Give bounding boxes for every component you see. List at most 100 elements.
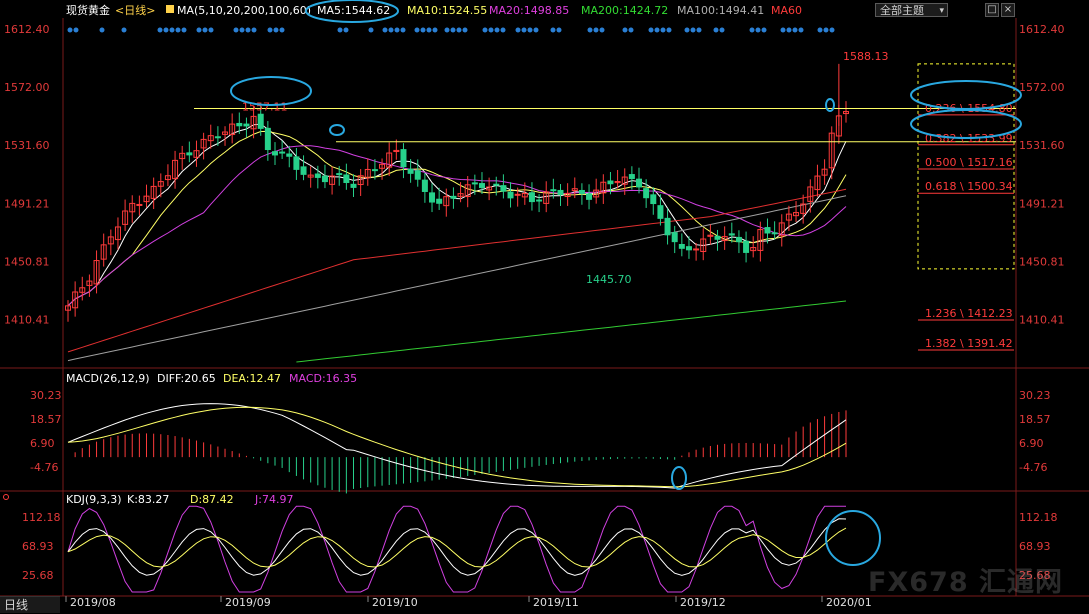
signal-dot (202, 27, 208, 33)
candle-body (778, 222, 785, 237)
candle-body (379, 163, 386, 169)
price-tick-left-0: 1612.40 (4, 23, 50, 36)
highlight-circles (230, 0, 1022, 566)
signal-dot-row (67, 27, 835, 33)
candle-body (707, 234, 714, 237)
date-label-1: 2019/09 (225, 596, 271, 609)
signal-dot (622, 27, 628, 33)
signal-dot (273, 27, 279, 33)
candle-body (814, 175, 821, 191)
candle-body (236, 122, 243, 127)
signal-dot (426, 27, 432, 33)
price-tick-right-5: 1410.41 (1019, 314, 1065, 327)
candle-body (421, 179, 428, 192)
candle-body (478, 183, 485, 189)
candle-body (193, 150, 200, 158)
candle-body (700, 238, 707, 252)
candle-body (307, 174, 314, 178)
candle-body (207, 135, 214, 142)
signal-dot (157, 27, 163, 33)
period-label: <日线> (115, 3, 155, 17)
candle-body (750, 247, 757, 252)
signal-dot (690, 27, 696, 33)
symbol-title: 现货黄金 (66, 3, 110, 17)
panel-frames (0, 18, 1089, 597)
signal-dot (382, 27, 388, 33)
candle-body (807, 186, 814, 202)
signal-dot (208, 27, 214, 33)
signal-dot (599, 27, 605, 33)
candle-body (735, 236, 742, 243)
kdj-chart (67, 505, 847, 593)
candle-body (122, 210, 129, 225)
signal-dot (817, 27, 823, 33)
indicator-dot-icon (3, 494, 9, 500)
annotation-high-1588: 1588.13 (843, 50, 889, 63)
signal-dot (175, 27, 181, 33)
signal-dot (761, 27, 767, 33)
candle-body (429, 192, 436, 203)
signal-dot (696, 27, 702, 33)
candle-body (229, 123, 236, 136)
candle-body (643, 188, 650, 199)
kdj-tick-right-2: 25.68 (1019, 569, 1051, 582)
candle-body (543, 191, 550, 204)
fib-label-4: 1.236 \ 1412.23 (925, 307, 1013, 320)
candle-body (507, 191, 514, 199)
candle-body (564, 192, 571, 198)
signal-dot (829, 27, 835, 33)
candle-body (414, 170, 421, 180)
fibonacci-box (917, 63, 1015, 270)
price-tick-right-4: 1450.81 (1019, 256, 1065, 269)
main-header: 现货黄金 <日线> MA(5,10,20,200,100,60) MA5:154… (66, 3, 802, 17)
signal-dot (420, 27, 426, 33)
candle-body (336, 173, 343, 176)
candle-body (636, 178, 643, 188)
signal-dot (556, 27, 562, 33)
kdj-k: K:83.27 (127, 493, 169, 506)
candle-body (150, 185, 157, 199)
signal-dot (684, 27, 690, 33)
restore-button[interactable]: □ (985, 3, 999, 17)
candle-body (143, 195, 150, 203)
price-tick-left-2: 1531.60 (4, 139, 50, 152)
kdj-tick-left-2: 25.68 (22, 569, 54, 582)
signal-dot (279, 27, 285, 33)
macd-dea-line (67, 406, 847, 488)
kdj-j-line (67, 505, 846, 593)
circle-touch-1533 (329, 124, 345, 136)
signal-dot (713, 27, 719, 33)
kdj-params: KDJ(9,3,3) (66, 493, 122, 506)
signal-dot (792, 27, 798, 33)
circle-ma5-header (305, 0, 399, 23)
candle-body (693, 248, 700, 251)
candle-body (314, 173, 321, 178)
macd-tick-right-0: 30.23 (1019, 389, 1051, 402)
candle-body (343, 174, 350, 184)
candle-body (222, 131, 229, 135)
candle-body (257, 113, 264, 129)
fib-label-2: 0.500 \ 1517.16 (925, 156, 1013, 169)
macd-tick-right-3: -4.76 (1019, 461, 1047, 474)
date-label-0: 2019/08 (70, 596, 116, 609)
theme-select[interactable]: 全部主题 ▾ (875, 3, 948, 17)
chevron-down-icon: ▾ (939, 6, 944, 16)
candle-body (407, 168, 414, 174)
period-tab-daily[interactable]: 日线 (0, 596, 60, 613)
macd-tick-right-2: 6.90 (1019, 437, 1044, 450)
ma10-line (67, 130, 847, 307)
candle-body (664, 217, 671, 236)
macd-axis: 30.23 30.23 18.57 18.57 6.90 6.90 -4.76 -4.76 (30, 389, 1051, 474)
ma60-line (67, 188, 847, 353)
signal-dot (654, 27, 660, 33)
kdj-tick-left-0: 112.18 (22, 511, 61, 524)
signal-dot (798, 27, 804, 33)
candle-body (650, 194, 657, 205)
close-button[interactable]: × (1001, 3, 1015, 17)
candle-body (357, 175, 364, 186)
macd-diff: DIFF:20.65 (157, 372, 216, 385)
signal-dot (368, 27, 374, 33)
signal-dot (666, 27, 672, 33)
fibonacci-levels: 0.236 \ 1554.800.382 \ 1533.990.500 \ 15… (918, 102, 1014, 351)
